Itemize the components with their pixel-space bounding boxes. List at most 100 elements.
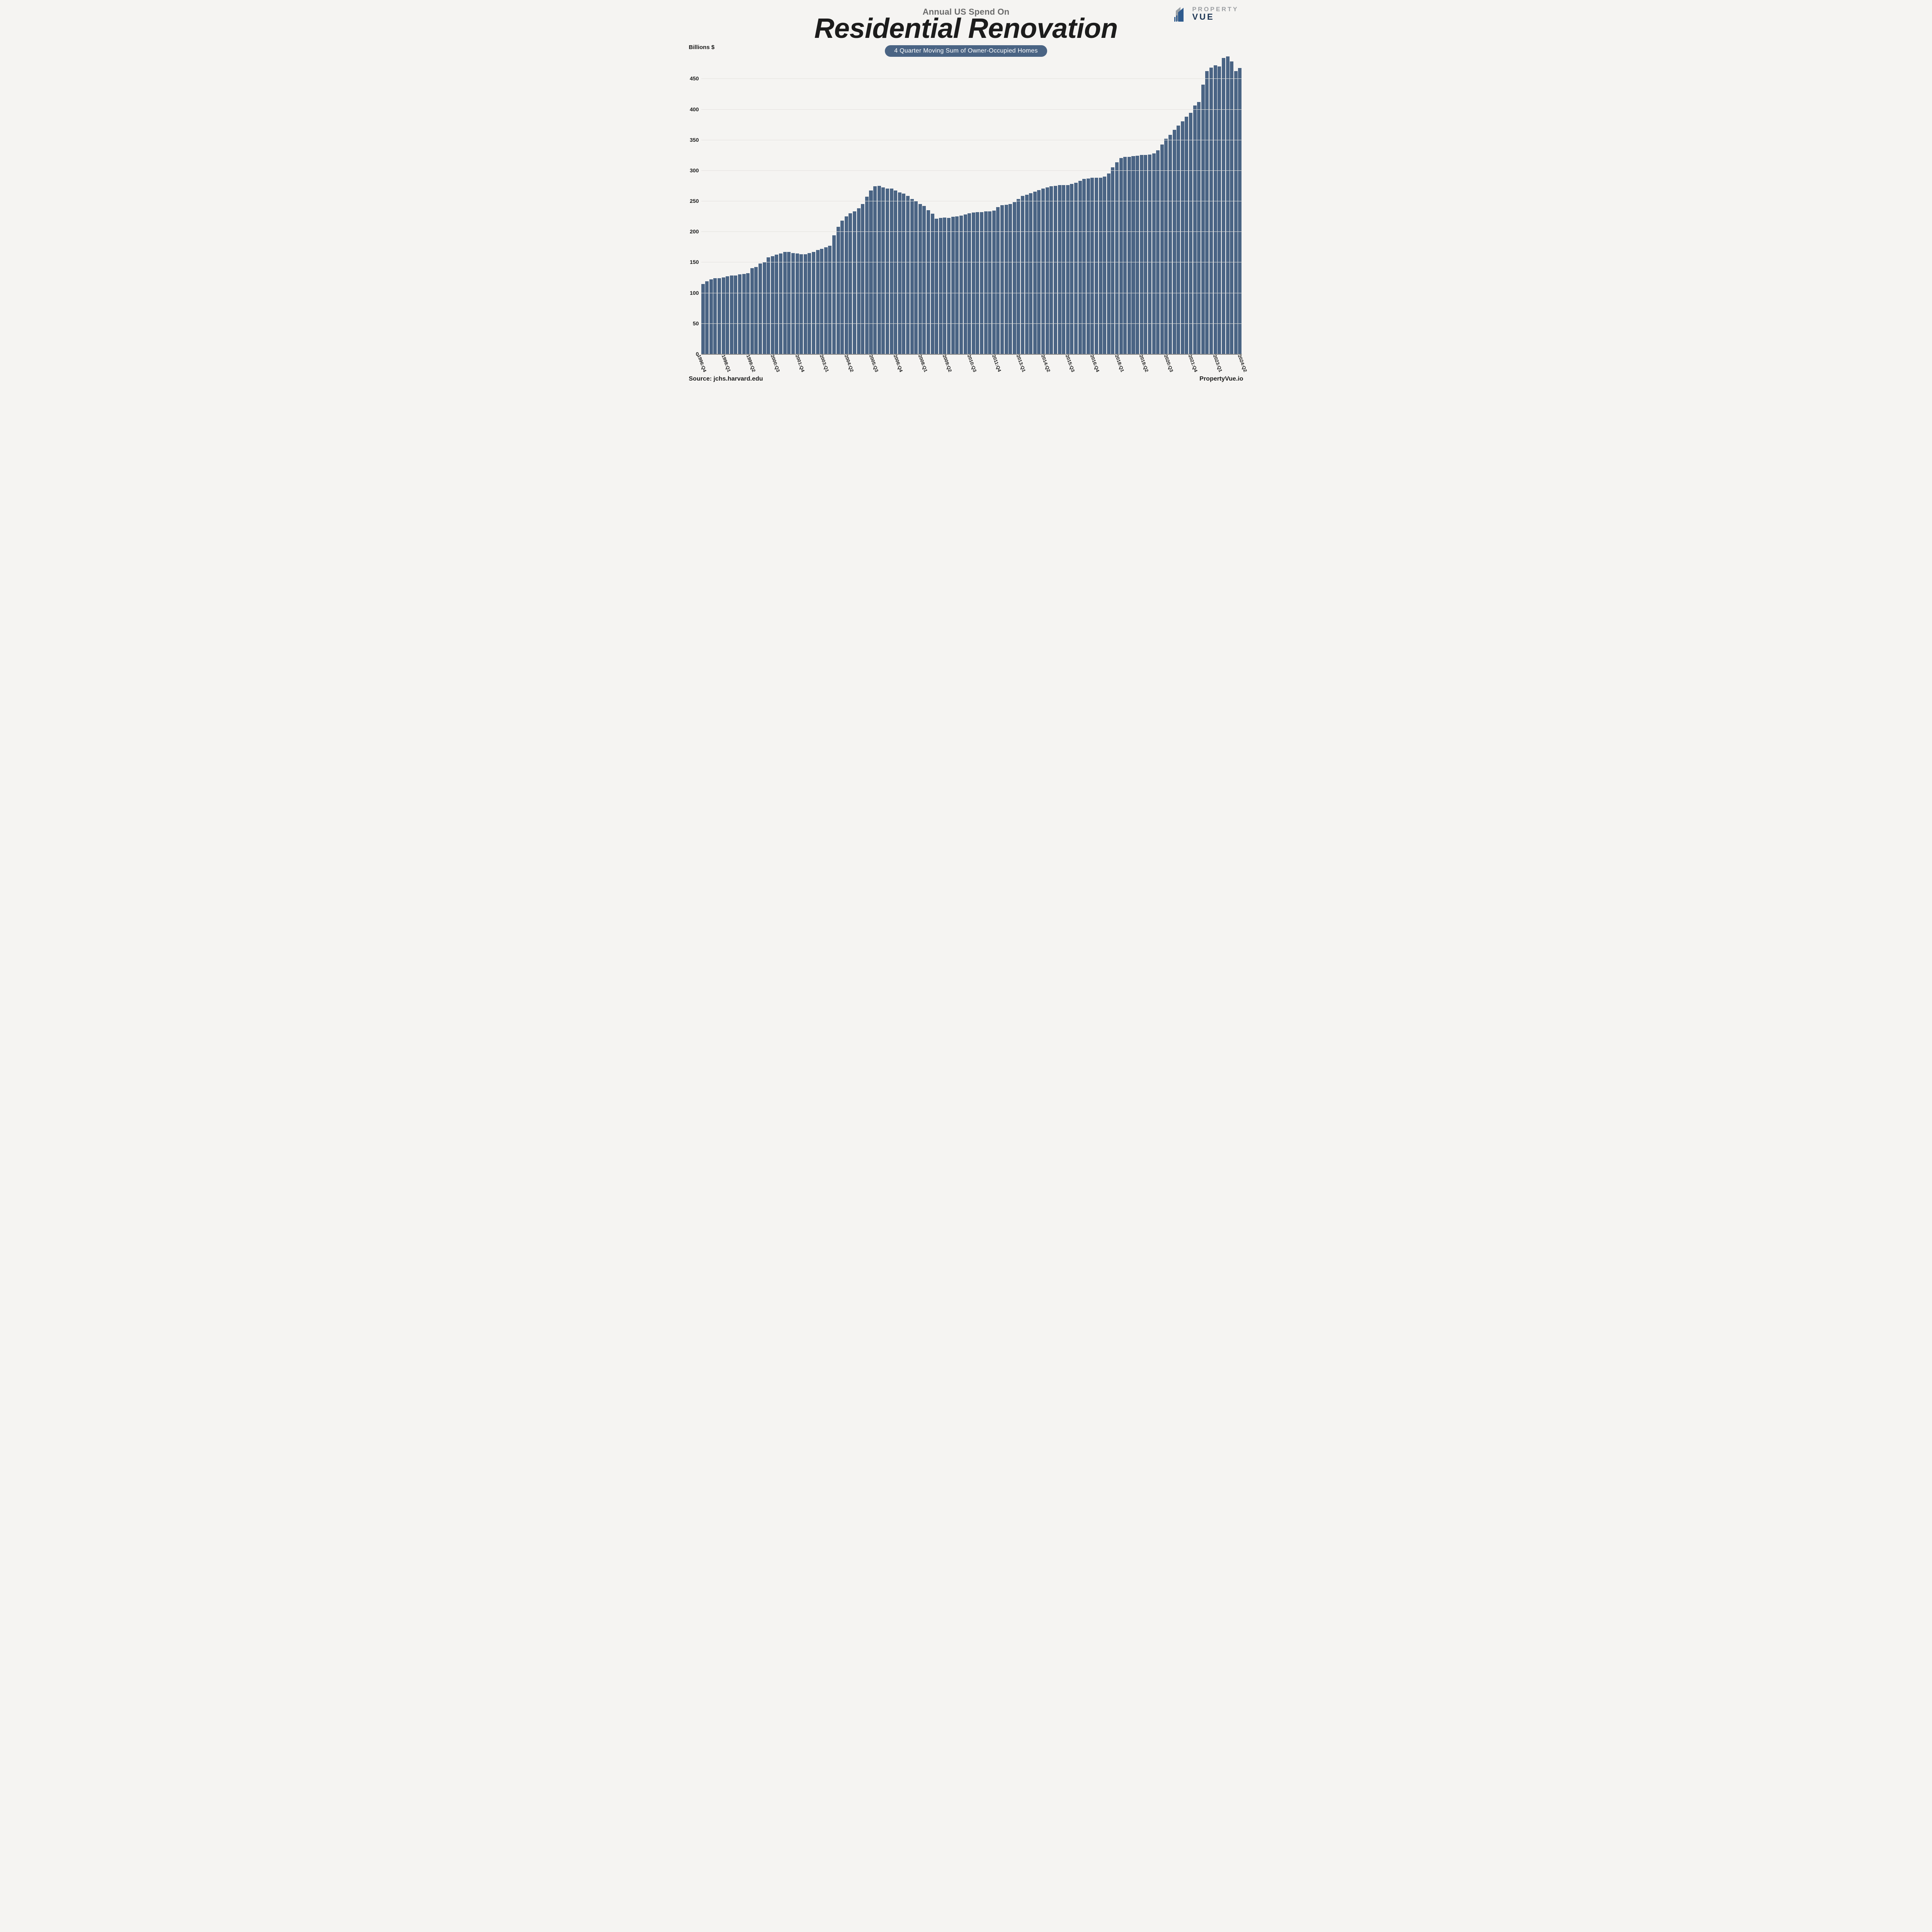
- bar: [935, 219, 938, 354]
- bar: [1201, 85, 1205, 354]
- bar: [1017, 199, 1020, 354]
- bar: [980, 212, 983, 354]
- bar: [1193, 105, 1197, 354]
- bar: [1136, 156, 1139, 354]
- bar: [1123, 157, 1127, 354]
- bar: [1074, 183, 1078, 354]
- bar: [902, 194, 905, 354]
- bar: [1177, 126, 1180, 354]
- bar: [861, 204, 864, 354]
- bar: [808, 253, 811, 354]
- bar: [931, 214, 934, 354]
- bar: [1181, 121, 1184, 354]
- bar: [804, 254, 807, 354]
- gridline: [701, 323, 1242, 324]
- bar: [1111, 167, 1114, 354]
- x-tick-label: 2013:Q1: [1015, 354, 1027, 373]
- bar: [742, 274, 746, 354]
- gridline: [701, 109, 1242, 110]
- bar: [1087, 179, 1090, 354]
- bar: [767, 257, 770, 354]
- y-tick-label: 100: [687, 290, 699, 296]
- bar: [1185, 117, 1188, 354]
- bar: [1226, 56, 1230, 354]
- bar: [709, 279, 713, 354]
- y-tick-label: 400: [687, 106, 699, 112]
- y-tick-label: 350: [687, 137, 699, 143]
- bar: [824, 247, 828, 354]
- bar: [816, 250, 820, 354]
- bar: [734, 276, 737, 354]
- bar: [1230, 61, 1233, 354]
- bar: [886, 189, 889, 354]
- bar: [722, 277, 725, 354]
- bar: [1222, 58, 1225, 354]
- x-tick-label: 2008:Q1: [917, 354, 929, 373]
- bar: [1152, 153, 1156, 354]
- bar: [705, 281, 709, 354]
- bar: [840, 221, 844, 354]
- bar: [783, 252, 787, 354]
- x-tick-label: 2019:Q2: [1138, 354, 1150, 373]
- bar: [869, 190, 872, 354]
- y-axis-title: Billions $: [689, 44, 715, 51]
- x-tick-label: 2020:Q3: [1163, 354, 1174, 373]
- bar: [1160, 145, 1164, 354]
- y-tick-label: 250: [687, 198, 699, 204]
- bar: [1128, 157, 1131, 354]
- gridline: [701, 170, 1242, 171]
- x-tick-label: 2000:Q3: [770, 354, 781, 373]
- bar: [898, 192, 901, 354]
- bar: [1037, 190, 1041, 354]
- bar: [763, 262, 766, 354]
- bar: [1009, 204, 1012, 354]
- bar: [1234, 71, 1238, 354]
- brand-footer-text: PropertyVue.io: [1199, 376, 1243, 383]
- bar: [906, 196, 910, 354]
- bar: [972, 213, 975, 354]
- bar: [894, 190, 897, 354]
- bar: [1005, 205, 1008, 354]
- bar: [1214, 65, 1217, 354]
- bar: [881, 187, 885, 354]
- y-tick-label: 200: [687, 228, 699, 235]
- bar: [1021, 196, 1024, 354]
- bar: [1205, 71, 1209, 354]
- bar: [718, 278, 721, 354]
- bar: [1173, 130, 1176, 354]
- x-tick-label: 2014:Q2: [1040, 354, 1051, 373]
- y-tick-label: 300: [687, 167, 699, 173]
- y-tick-label: 150: [687, 259, 699, 265]
- bar: [837, 227, 840, 354]
- bar: [918, 204, 922, 354]
- bar: [1062, 185, 1065, 354]
- bar: [1099, 178, 1102, 354]
- bar: [976, 212, 979, 354]
- bar: [943, 218, 946, 354]
- bar: [947, 218, 951, 354]
- y-tick-label: 50: [687, 320, 699, 327]
- x-tick-label: 2001:Q4: [794, 354, 806, 373]
- x-tick-label: 2009:Q2: [942, 354, 953, 373]
- x-tick-label: 2024:Q2: [1236, 354, 1248, 373]
- bar: [1033, 192, 1037, 354]
- bar: [996, 207, 1000, 354]
- main-title: Residential Renovation: [684, 15, 1249, 43]
- bar: [1025, 195, 1029, 354]
- bar: [890, 189, 893, 354]
- bar: [1209, 68, 1213, 354]
- x-tick-label: 2018:Q1: [1114, 354, 1125, 373]
- x-tick-label: 2023:Q1: [1212, 354, 1223, 373]
- bar: [1029, 193, 1032, 354]
- bar: [865, 197, 869, 354]
- bar: [796, 253, 799, 354]
- gridline: [701, 78, 1242, 79]
- bar: [878, 186, 881, 354]
- y-tick-label: 450: [687, 75, 699, 82]
- bar: [914, 201, 918, 354]
- bar: [939, 218, 942, 354]
- bar: [1140, 155, 1143, 354]
- bar: [832, 235, 836, 354]
- x-tick-label: 2003:Q1: [819, 354, 830, 373]
- x-tick-label: 2004:Q2: [844, 354, 855, 373]
